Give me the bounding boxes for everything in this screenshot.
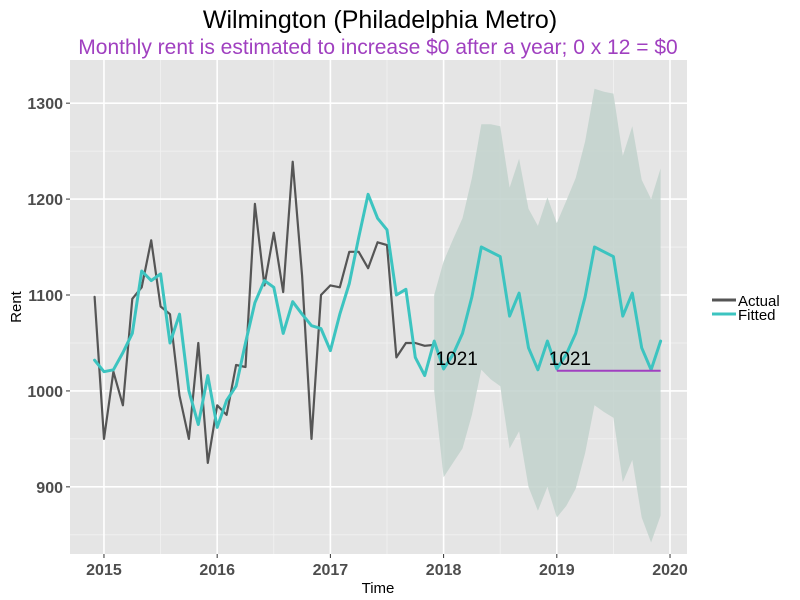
x-tick-label: 2020	[652, 562, 688, 579]
x-tick-label: 2019	[539, 562, 575, 579]
x-tick-label: 2018	[426, 562, 462, 579]
legend-label-fitted: Fitted	[738, 307, 776, 324]
confidence-band-layer	[434, 88, 661, 543]
x-tick-label: 2015	[86, 562, 122, 579]
annotation-label: 1021	[436, 349, 478, 370]
series-line-actual	[93, 160, 436, 464]
y-axis-label: Rent	[8, 290, 25, 323]
legend-label-actual: Actual	[738, 293, 780, 310]
y-tick-label: 1200	[27, 192, 63, 209]
series-line-fitted	[93, 192, 663, 429]
annotation-label: 1021	[549, 349, 591, 370]
chart-subtitle: Monthly rent is estimated to increase $0…	[78, 36, 677, 59]
x-axis-label: Time	[362, 580, 395, 597]
legend: Actual Fitted	[712, 293, 780, 324]
y-tick-label: 1000	[27, 384, 63, 401]
y-axis-ticks: 900 1000 1100 1200 1300	[27, 96, 70, 497]
annotation-layer: 1021 1021	[436, 349, 661, 372]
confidence-band	[434, 88, 661, 543]
y-tick-label: 1100	[28, 288, 63, 305]
x-tick-label: 2017	[313, 562, 349, 579]
x-tick-label: 2016	[199, 562, 235, 579]
chart-title: Wilmington (Philadelphia Metro)	[203, 6, 557, 34]
series-layer	[93, 160, 663, 464]
y-tick-label: 900	[36, 480, 63, 497]
x-axis-ticks: 2015 2016 2017 2018 2019 2020	[86, 554, 688, 579]
y-tick-label: 1300	[27, 96, 63, 113]
